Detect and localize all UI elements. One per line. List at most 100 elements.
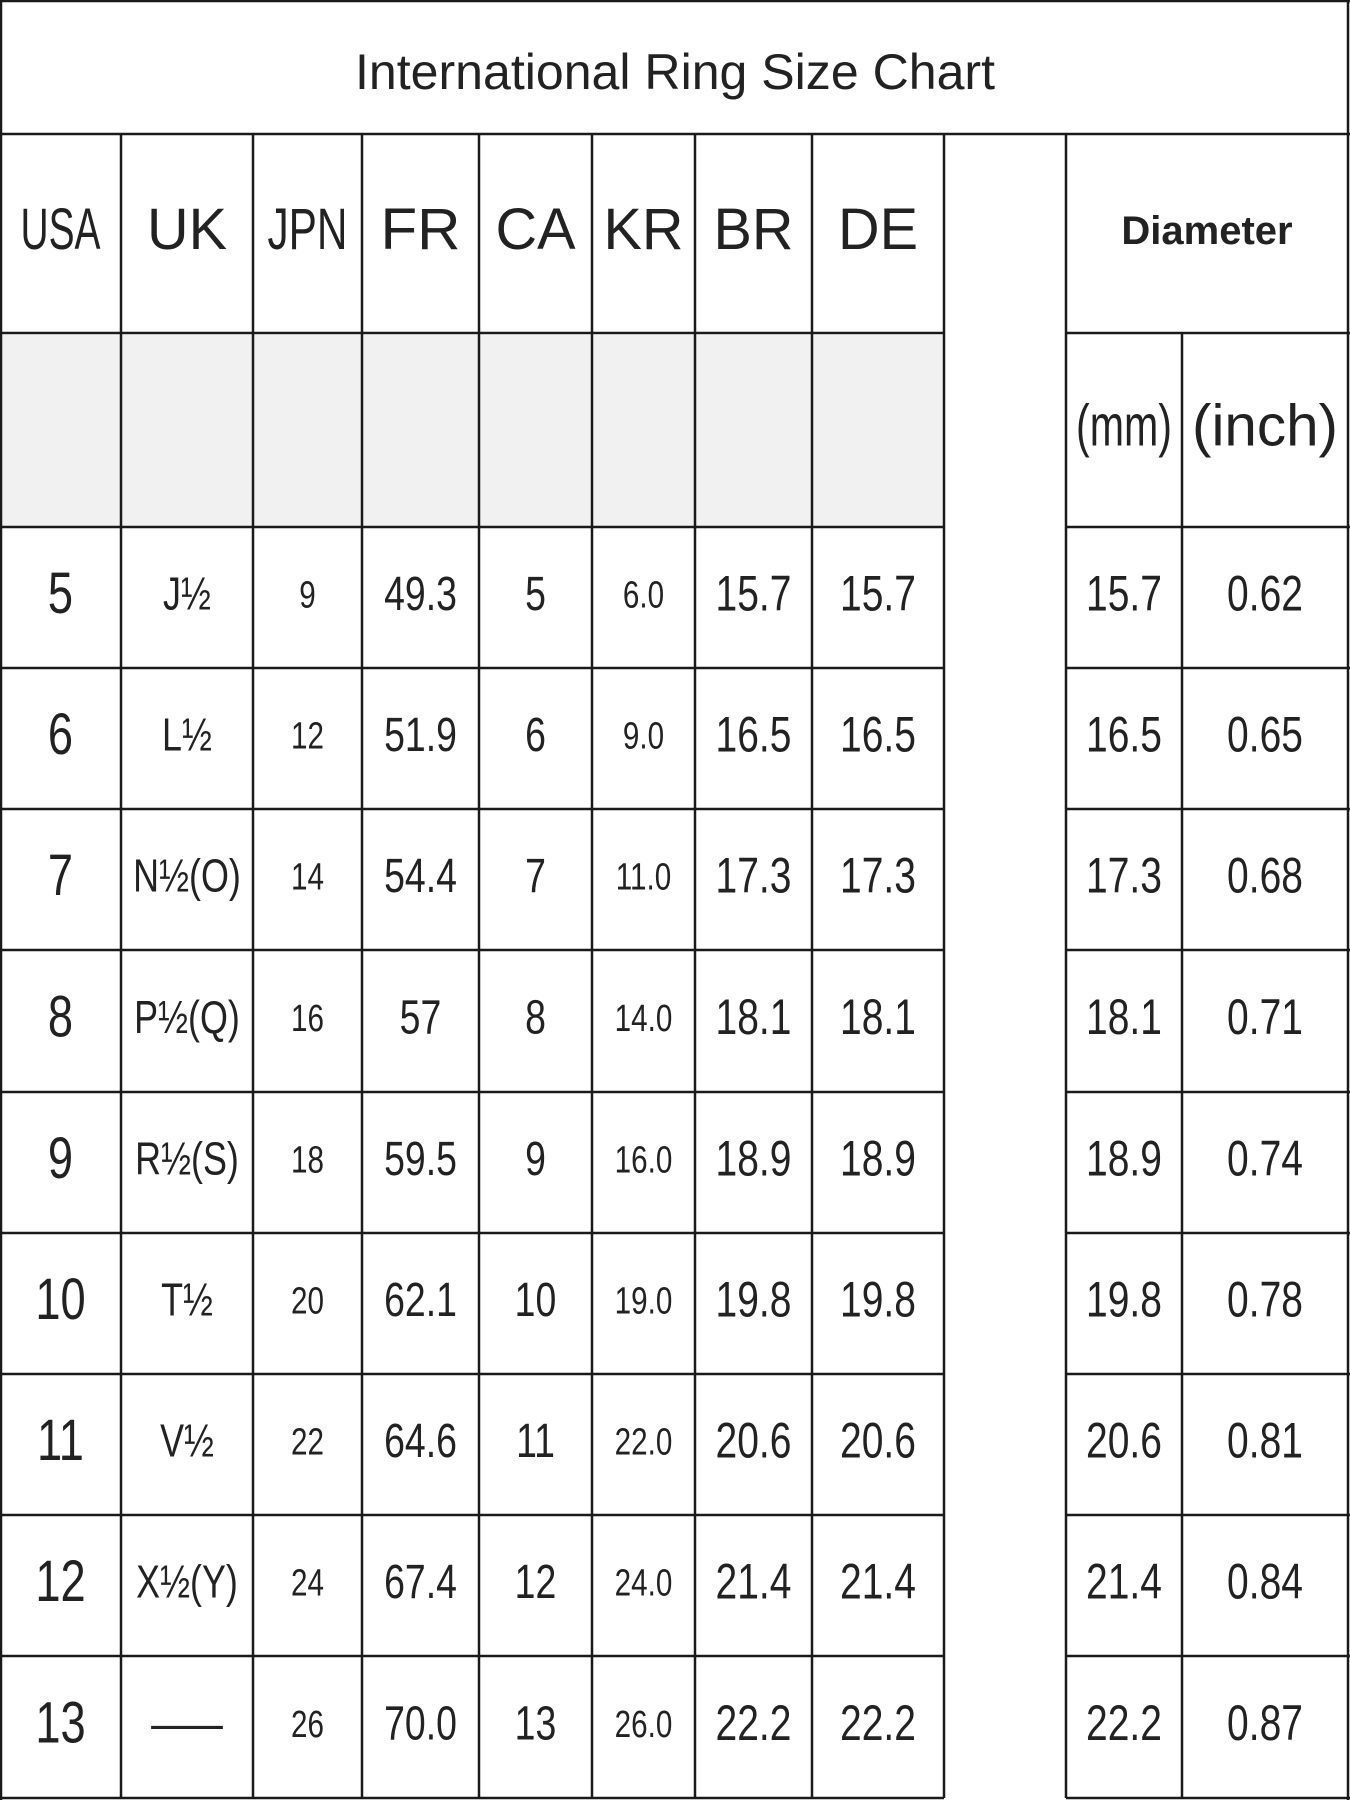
table-cell: 22.2 xyxy=(716,1694,792,1751)
unit-header: (inch) xyxy=(1192,393,1338,458)
table-cell: L½ xyxy=(162,709,212,760)
table-cell: 17.3 xyxy=(716,847,792,904)
table-cell: 11 xyxy=(37,1409,84,1474)
table-cell: 7 xyxy=(48,844,73,909)
table-cell: 18 xyxy=(291,1139,324,1181)
table-cell: 18.1 xyxy=(716,988,792,1045)
table-cell: 51.9 xyxy=(384,709,457,763)
table-cell: 14.0 xyxy=(615,998,673,1040)
table-cell: 12 xyxy=(35,1550,85,1615)
table-cell: 22.2 xyxy=(1086,1694,1162,1751)
table-cell: 6.0 xyxy=(623,574,664,616)
table-cell: 8 xyxy=(48,985,73,1050)
table-cell: 13 xyxy=(35,1691,85,1756)
unit-header: (mm) xyxy=(1076,393,1172,458)
column-header: FR xyxy=(381,197,461,262)
table-cell: 0.62 xyxy=(1227,565,1303,622)
table-cell: 0.81 xyxy=(1227,1412,1303,1469)
table-cell: 24.0 xyxy=(615,1562,673,1604)
table-cell: 11 xyxy=(516,1415,555,1469)
table-cell: 11.0 xyxy=(616,856,671,898)
table-cell: X½(Y) xyxy=(136,1556,238,1607)
table-cell: 0.74 xyxy=(1227,1130,1303,1187)
table-cell: 16 xyxy=(291,998,324,1040)
table-cell: 62.1 xyxy=(384,1274,457,1328)
table-cell: —— xyxy=(151,1698,223,1749)
table-cell: 0.78 xyxy=(1227,1271,1303,1328)
table-cell: 10 xyxy=(515,1274,557,1328)
table-cell: 13 xyxy=(515,1697,557,1751)
table-cell: 6 xyxy=(525,709,546,763)
table-cell: 9 xyxy=(48,1127,73,1192)
table-cell: 20 xyxy=(291,1280,324,1322)
table-cell: R½(S) xyxy=(135,1133,239,1184)
table-cell: 16.0 xyxy=(615,1139,673,1181)
table-cell: 6 xyxy=(48,703,73,768)
table-cell: 21.4 xyxy=(716,1553,792,1610)
table-cell: 70.0 xyxy=(384,1697,457,1751)
column-header: CA xyxy=(496,197,576,262)
table-cell: 9 xyxy=(299,574,315,616)
table-cell: 19.0 xyxy=(615,1280,673,1322)
table-cell: 18.9 xyxy=(1086,1130,1162,1187)
table-cell: 0.68 xyxy=(1227,847,1303,904)
table-cell: 16.5 xyxy=(716,706,792,763)
table-cell: 18.9 xyxy=(840,1130,916,1187)
table-cell: 16.5 xyxy=(840,706,916,763)
table-cell: 18.9 xyxy=(716,1130,792,1187)
table-cell: 5 xyxy=(48,562,73,627)
column-header: USA xyxy=(21,197,101,262)
table-cell: 57 xyxy=(400,991,442,1045)
table-cell: 64.6 xyxy=(384,1415,457,1469)
table-cell: J½ xyxy=(163,568,211,619)
table-cell: 59.5 xyxy=(384,1133,457,1187)
smudge-band xyxy=(2,335,944,527)
table-cell: 20.6 xyxy=(1086,1412,1162,1469)
table-cell: T½ xyxy=(161,1274,213,1325)
table-cell: 12 xyxy=(515,1556,557,1610)
table-cell: 22 xyxy=(291,1421,324,1463)
column-header: DE xyxy=(838,197,918,262)
table-cell: 0.84 xyxy=(1227,1553,1303,1610)
table-cell: 20.6 xyxy=(716,1412,792,1469)
table-cell: 18.1 xyxy=(1086,988,1162,1045)
table-cell: 20.6 xyxy=(840,1412,916,1469)
table-cell: 17.3 xyxy=(840,847,916,904)
table-cell: 21.4 xyxy=(840,1553,916,1610)
table-cell: 18.1 xyxy=(840,988,916,1045)
column-header: KR xyxy=(604,197,684,262)
table-cell: 7 xyxy=(525,850,546,904)
diameter-header: Diameter xyxy=(1121,209,1292,253)
table-cell: N½(O) xyxy=(133,850,241,901)
table-cell: 21.4 xyxy=(1086,1553,1162,1610)
table-cell: 17.3 xyxy=(1086,847,1162,904)
table-cell: 22.2 xyxy=(840,1694,916,1751)
table-cell: 19.8 xyxy=(840,1271,916,1328)
table-cell: 24 xyxy=(291,1562,324,1604)
table-cell: 9 xyxy=(525,1133,546,1187)
table-cell: 10 xyxy=(35,1268,85,1333)
column-header: BR xyxy=(714,197,794,262)
table-cell: 49.3 xyxy=(384,568,457,622)
table-cell: 8 xyxy=(525,991,546,1045)
table-cell: 14 xyxy=(291,856,324,898)
table-cell: 19.8 xyxy=(1086,1271,1162,1328)
table-cell: 26.0 xyxy=(615,1704,673,1746)
table-cell: V½ xyxy=(160,1415,214,1466)
table-cell: 54.4 xyxy=(384,850,457,904)
table-cell: 5 xyxy=(525,568,546,622)
table-cell: 19.8 xyxy=(716,1271,792,1328)
table-cell: 9.0 xyxy=(623,715,664,757)
table-cell: 67.4 xyxy=(384,1556,457,1610)
title: International Ring Size Chart xyxy=(355,44,995,100)
table-cell: 22.0 xyxy=(615,1421,673,1463)
table-cell: 0.65 xyxy=(1227,706,1303,763)
table-cell: 16.5 xyxy=(1086,706,1162,763)
column-header: JPN xyxy=(268,197,348,262)
table-cell: 15.7 xyxy=(840,565,916,622)
column-header: UK xyxy=(147,197,227,262)
table-cell: 15.7 xyxy=(716,565,792,622)
table-cell: 0.87 xyxy=(1227,1694,1303,1751)
